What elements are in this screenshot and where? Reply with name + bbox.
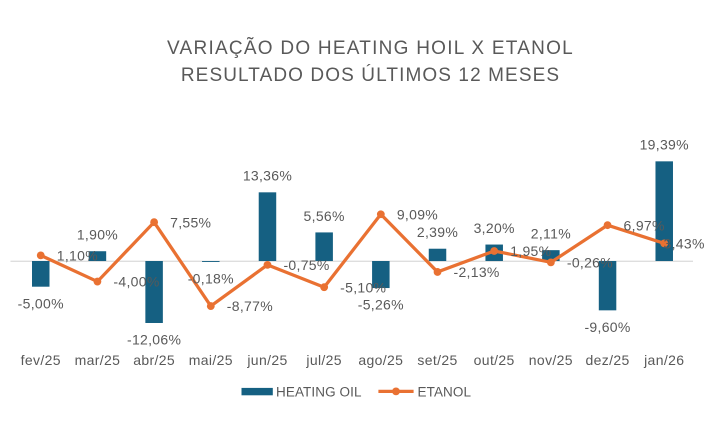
svg-text:2,39%: 2,39% (417, 224, 458, 240)
svg-text:1,90%: 1,90% (77, 227, 118, 243)
svg-text:-5,26%: -5,26% (358, 297, 404, 313)
svg-text:RESULTADO DOS ÚLTIMOS 12 MESES: RESULTADO DOS ÚLTIMOS 12 MESES (181, 64, 560, 86)
svg-text:19,39%: 19,39% (640, 137, 689, 153)
svg-text:mai/25: mai/25 (189, 352, 233, 368)
svg-text:-8,77%: -8,77% (227, 298, 273, 314)
svg-text:1,95%: 1,95% (510, 243, 551, 259)
svg-text:3,20%: 3,20% (474, 220, 515, 236)
svg-text:6,97%: 6,97% (624, 217, 665, 233)
svg-text:-5,00%: -5,00% (18, 295, 64, 311)
svg-text:13,36%: 13,36% (243, 168, 292, 184)
svg-text:7,55%: 7,55% (170, 214, 211, 230)
svg-text:-0,26%: -0,26% (567, 254, 613, 270)
svg-text:out/25: out/25 (474, 352, 515, 368)
svg-text:fev/25: fev/25 (21, 352, 61, 368)
svg-text:ETANOL: ETANOL (418, 385, 472, 400)
svg-text:VARIAÇÃO DO HEATING HOIL X ETA: VARIAÇÃO DO HEATING HOIL X ETANOL (167, 37, 574, 59)
svg-text:dez/25: dez/25 (585, 352, 629, 368)
svg-text:HEATING OIL: HEATING OIL (276, 385, 362, 400)
svg-text:1,10%: 1,10% (57, 247, 98, 263)
svg-text:nov/25: nov/25 (529, 352, 573, 368)
svg-text:5,56%: 5,56% (304, 208, 345, 224)
svg-text:-2,13%: -2,13% (454, 264, 500, 280)
svg-text:2,11%: 2,11% (531, 226, 571, 242)
svg-text:jan/26: jan/26 (643, 352, 684, 368)
svg-text:-5,10%: -5,10% (340, 279, 386, 295)
svg-text:jul/25: jul/25 (305, 352, 342, 368)
svg-text:9,09%: 9,09% (397, 206, 438, 222)
svg-text:-9,60%: -9,60% (584, 319, 630, 335)
svg-text:-0,75%: -0,75% (283, 257, 329, 273)
svg-text:jun/25: jun/25 (246, 352, 287, 368)
svg-text:ago/25: ago/25 (358, 352, 403, 368)
svg-text:-12,06%: -12,06% (127, 332, 181, 348)
svg-text:mar/25: mar/25 (75, 352, 121, 368)
svg-text:set/25: set/25 (417, 352, 457, 368)
svg-text:3,43%: 3,43% (664, 235, 705, 251)
svg-text:abr/25: abr/25 (133, 352, 175, 368)
svg-text:-0,18%: -0,18% (188, 271, 234, 287)
svg-text:-4,00%: -4,00% (113, 274, 159, 290)
